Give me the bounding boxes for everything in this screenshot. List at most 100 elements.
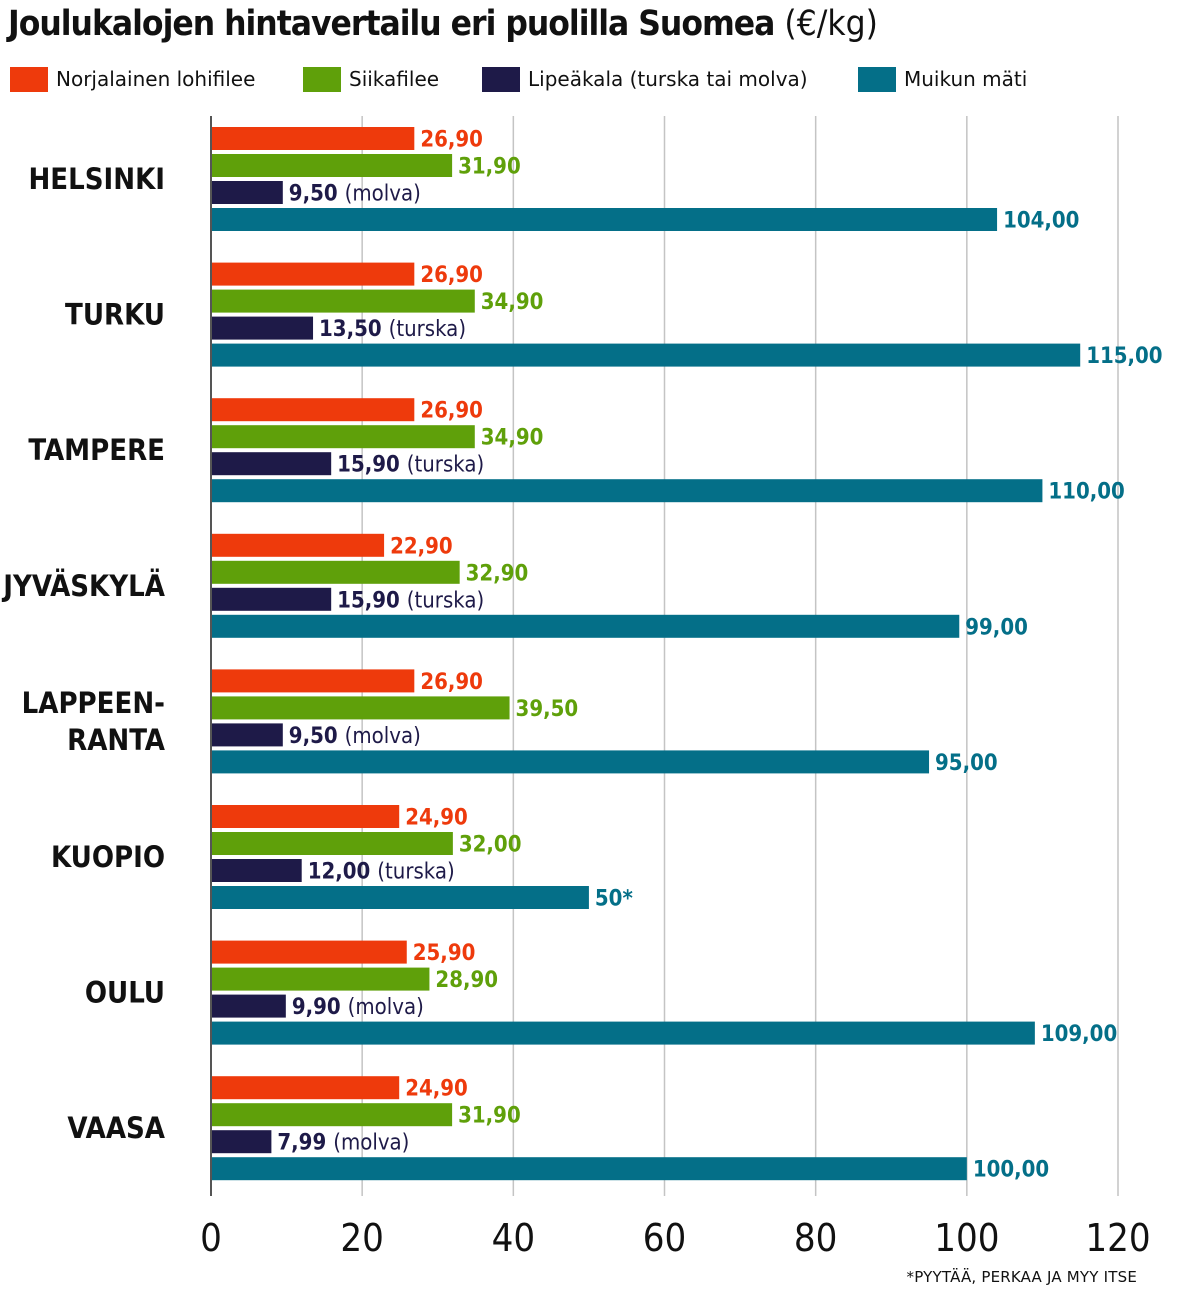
bar bbox=[211, 1021, 1035, 1045]
category-label: TURKU bbox=[65, 298, 165, 332]
data-label: 95,00 bbox=[935, 751, 998, 776]
legend-item-lipeakala: Lipeäkala (turska tai molva) bbox=[482, 62, 808, 96]
data-label-value: 50* bbox=[595, 887, 633, 912]
bar bbox=[211, 994, 286, 1018]
data-label-note: (turska) bbox=[377, 860, 454, 885]
bar bbox=[211, 859, 302, 882]
legend-label: Lipeäkala (turska tai molva) bbox=[528, 67, 808, 91]
category-label: OULU bbox=[85, 976, 165, 1010]
x-tick-label: 80 bbox=[794, 1216, 838, 1260]
data-label-value: 104,00 bbox=[1003, 209, 1079, 234]
data-label: 25,90 bbox=[413, 941, 476, 966]
data-label: 12,00 (turska) bbox=[308, 860, 455, 885]
bar bbox=[211, 587, 332, 611]
bar bbox=[211, 832, 453, 855]
data-label: 15,90 (turska) bbox=[337, 588, 484, 613]
legend-item-muikun-mati: Muikun mäti bbox=[858, 62, 1027, 96]
data-label-value: 24,90 bbox=[405, 806, 468, 831]
data-label-value: 34,90 bbox=[481, 290, 544, 315]
bar bbox=[211, 1157, 967, 1181]
bar bbox=[211, 398, 415, 422]
data-label: 115,00 bbox=[1086, 344, 1162, 369]
bar bbox=[211, 886, 589, 909]
data-label-value: 25,90 bbox=[413, 941, 476, 966]
data-label: 39,50 bbox=[516, 697, 579, 722]
bar bbox=[211, 343, 1081, 367]
data-label-value: 9,50 bbox=[289, 182, 338, 207]
data-label-note: (molva) bbox=[333, 1131, 409, 1156]
bar bbox=[211, 316, 314, 340]
data-label-value: 24,90 bbox=[405, 1077, 468, 1102]
data-label: 50* bbox=[595, 887, 633, 912]
data-label: 9,50 (molva) bbox=[289, 182, 421, 207]
data-label-value: 15,90 bbox=[337, 453, 400, 478]
bar bbox=[211, 452, 332, 476]
data-label: 9,90 (molva) bbox=[292, 995, 424, 1020]
x-tick-label: 60 bbox=[643, 1216, 687, 1260]
category-label: RANTA bbox=[67, 723, 166, 757]
x-tick-label: 100 bbox=[934, 1216, 999, 1260]
bar bbox=[211, 967, 430, 991]
category-label: LAPPEEN- bbox=[22, 686, 165, 720]
bar bbox=[211, 425, 475, 449]
data-label: 109,00 bbox=[1041, 1022, 1117, 1047]
data-label: 104,00 bbox=[1003, 209, 1079, 234]
data-label: 26,90 bbox=[420, 128, 483, 153]
chart-title: Joulukalojen hintavertailu eri puolilla … bbox=[8, 4, 878, 44]
bar bbox=[211, 479, 1043, 503]
data-label-note: (molva) bbox=[345, 182, 421, 207]
legend-item-norjalainen-lohifilee: Norjalainen lohifilee bbox=[10, 62, 255, 96]
data-label-value: 32,00 bbox=[459, 833, 522, 858]
data-label-note: (molva) bbox=[345, 724, 421, 749]
category-label: VAASA bbox=[67, 1111, 165, 1145]
bar bbox=[211, 805, 400, 828]
data-label-value: 95,00 bbox=[935, 751, 998, 776]
data-label-value: 26,90 bbox=[420, 399, 483, 424]
data-label: 9,50 (molva) bbox=[289, 724, 421, 749]
chart-title-text: Joulukalojen hintavertailu eri puolilla … bbox=[8, 4, 775, 44]
data-label-note: (molva) bbox=[348, 995, 424, 1020]
data-label: 99,00 bbox=[965, 615, 1028, 640]
data-label-value: 31,90 bbox=[458, 155, 521, 180]
bar bbox=[211, 208, 998, 231]
bar-group: LAPPEEN-RANTA 26,90 39,50 9,50 (molva) 95,00 bbox=[22, 669, 998, 776]
bar bbox=[211, 1130, 272, 1154]
legend-label: Siikafilee bbox=[349, 67, 440, 91]
data-label: 22,90 bbox=[390, 534, 453, 559]
data-label-value: 12,00 bbox=[308, 860, 371, 885]
x-tick-label: 0 bbox=[200, 1216, 222, 1260]
x-tick-label: 20 bbox=[340, 1216, 384, 1260]
data-label-value: 26,90 bbox=[420, 128, 483, 153]
data-label-note: (turska) bbox=[407, 453, 484, 478]
data-label-value: 100,00 bbox=[973, 1158, 1049, 1183]
category-label: TAMPERE bbox=[28, 433, 165, 467]
data-label: 110,00 bbox=[1048, 480, 1124, 505]
bar bbox=[211, 614, 960, 638]
data-label: 31,90 bbox=[458, 155, 521, 180]
category-label: KUOPIO bbox=[51, 840, 165, 874]
data-label-value: 32,90 bbox=[466, 561, 529, 586]
bar bbox=[211, 262, 415, 286]
bar bbox=[211, 940, 407, 964]
legend-swatch bbox=[303, 66, 341, 92]
data-label: 32,90 bbox=[466, 561, 529, 586]
bar bbox=[211, 127, 415, 150]
legend-swatch bbox=[482, 66, 520, 92]
data-label-value: 26,90 bbox=[420, 263, 483, 288]
bar bbox=[211, 533, 385, 557]
bar bbox=[211, 750, 930, 774]
x-tick-label: 40 bbox=[492, 1216, 536, 1260]
data-label: 26,90 bbox=[420, 670, 483, 695]
bar bbox=[211, 560, 460, 584]
legend-label: Norjalainen lohifilee bbox=[56, 67, 256, 91]
data-label-value: 99,00 bbox=[965, 615, 1028, 640]
data-label-value: 9,50 bbox=[289, 724, 338, 749]
data-label: 34,90 bbox=[481, 426, 544, 451]
data-label: 15,90 (turska) bbox=[337, 453, 484, 478]
data-label: 31,90 bbox=[458, 1104, 521, 1129]
data-label-value: 9,90 bbox=[292, 995, 341, 1020]
